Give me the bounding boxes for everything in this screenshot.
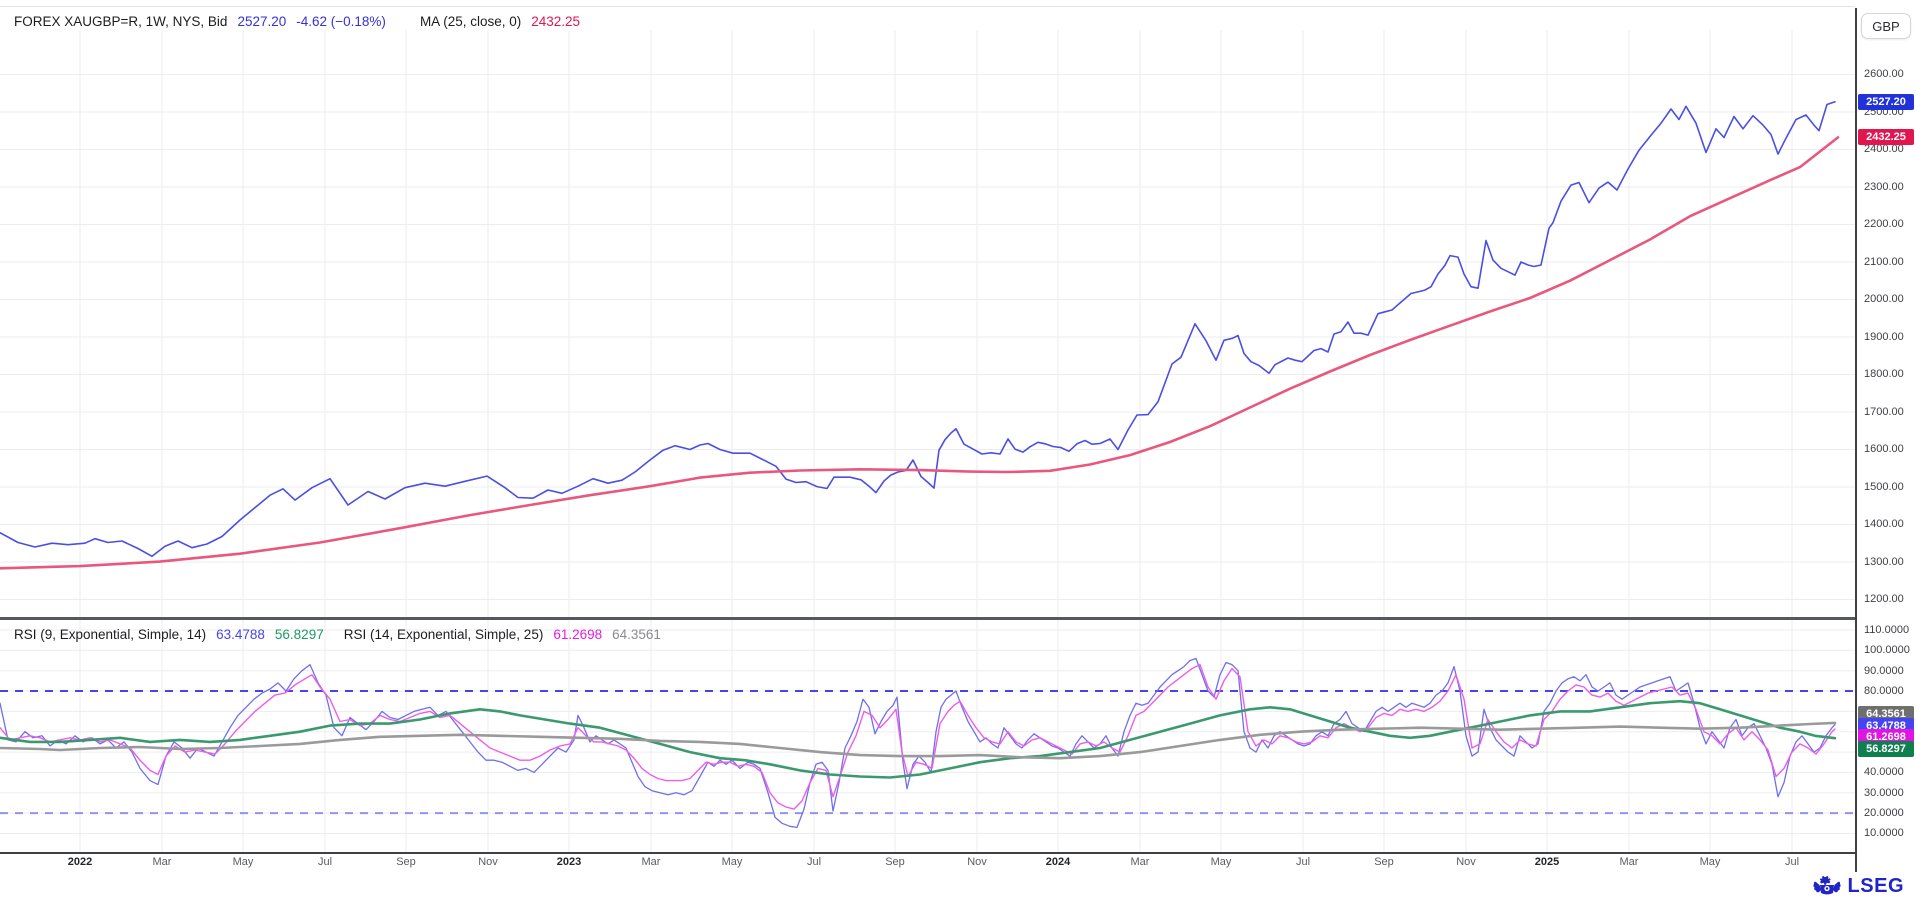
x-axis-label: Jul <box>317 856 333 868</box>
series-rsi9 <box>0 657 1836 829</box>
price-axis-tick-label: 1200.00 <box>1864 593 1904 606</box>
rsi-axis-tick-label: 40.0000 <box>1864 766 1904 779</box>
x-axis-label: Mar <box>1619 856 1639 868</box>
rsi-axis-tick-label: 110.0000 <box>1864 623 1910 636</box>
rsi-axis-tick-label: 90.0000 <box>1864 664 1904 677</box>
rsi-axis-badge: 56.8297 <box>1858 740 1914 757</box>
x-axis-label: Sep <box>1374 856 1394 868</box>
ma-value: 2432.25 <box>531 14 581 29</box>
x-axis-label: Nov <box>967 856 987 868</box>
instrument-label: FOREX XAUGBP=R, 1W, NYS, Bid <box>14 14 228 29</box>
price-axis-tick-label: 2100.00 <box>1864 255 1904 268</box>
price-axis-tick-label: 1900.00 <box>1864 330 1904 343</box>
x-axis-label: 2023 <box>556 856 582 868</box>
x-axis-label: Mar <box>152 856 172 868</box>
x-axis-label: Nov <box>1456 856 1476 868</box>
x-axis-label: Sep <box>885 856 905 868</box>
x-axis-label: Jul <box>806 856 822 868</box>
x-axis-label: Jul <box>1295 856 1311 868</box>
rsi9-avg-value: 56.8297 <box>274 627 324 642</box>
price-axis-tick-label: 1300.00 <box>1864 555 1904 568</box>
lseg-wordmark: LSEG <box>1847 874 1904 897</box>
series-rsi14avg <box>0 721 1837 760</box>
x-axis-label: May <box>721 856 743 868</box>
rsi9-label: RSI (9, Exponential, Simple, 14) <box>14 627 207 642</box>
price-axis-tick-label: 2200.00 <box>1864 218 1904 231</box>
price-legend: FOREX XAUGBP=R, 1W, NYS, Bid 2527.20 -4.… <box>14 14 580 29</box>
price-axis-line <box>1855 8 1857 872</box>
price-change-value: -4.62 (−0.18%) <box>296 14 386 29</box>
x-axis-label: May <box>232 856 254 868</box>
rsi9-value: 63.4788 <box>216 627 265 642</box>
x-axis-label: Nov <box>478 856 498 868</box>
value-axis[interactable]: 2600.00 2500.00 2400.00 2300.00 2200.00 2100.… <box>1857 0 1916 905</box>
x-axis-label: 2022 <box>67 856 93 868</box>
x-axis-label: Jul <box>1784 856 1800 868</box>
price-axis-tick-label: 1400.00 <box>1864 518 1904 531</box>
price-axis-badge: 2432.25 <box>1858 129 1914 146</box>
lseg-logo: LSEG <box>1812 874 1904 898</box>
price-axis-tick-label: 2000.00 <box>1864 293 1904 306</box>
rsi14-value: 61.2698 <box>553 627 603 642</box>
price-axis-tick-label: 2400.00 <box>1864 143 1904 156</box>
x-axis-label: Mar <box>1130 856 1150 868</box>
price-axis-badge: 2527.20 <box>1858 93 1914 110</box>
x-axis-label: May <box>1210 856 1232 868</box>
rsi-axis-tick-label: 10.0000 <box>1864 827 1904 840</box>
rsi-legend: RSI (9, Exponential, Simple, 14) 63.4788… <box>14 627 661 642</box>
currency-button[interactable]: GBP <box>1861 13 1911 39</box>
price-axis-tick-label: 1700.00 <box>1864 405 1904 418</box>
rsi14-label: RSI (14, Exponential, Simple, 25) <box>343 627 544 642</box>
series-ma25 <box>0 136 1840 570</box>
price-axis-tick-label: 2300.00 <box>1864 180 1904 193</box>
rsi-axis-tick-label: 20.0000 <box>1864 807 1904 820</box>
price-axis-tick-label: 1800.00 <box>1864 368 1904 381</box>
last-price-value: 2527.20 <box>237 14 287 29</box>
lseg-crest-icon <box>1812 876 1841 895</box>
series-rsi9avg <box>0 699 1837 779</box>
price-axis-tick-label: 1500.00 <box>1864 480 1904 493</box>
rsi-axis-tick-label: 80.0000 <box>1864 685 1904 698</box>
time-axis-line <box>0 852 1857 854</box>
ma-label: MA (25, close, 0) <box>419 14 522 29</box>
series-bid <box>0 101 1836 558</box>
price-axis-tick-label: 1600.00 <box>1864 443 1904 456</box>
price-axis-tick-label: 2600.00 <box>1864 68 1904 81</box>
x-axis-label: May <box>1699 856 1721 868</box>
x-axis-label: 2025 <box>1534 856 1560 868</box>
top-divider <box>0 6 1855 7</box>
x-axis-label: Mar <box>641 856 661 868</box>
time-axis[interactable]: 2022 Mar May Jul Sep Nov 2023 Mar May Jul Sep Nov 20… <box>0 856 1855 874</box>
panel-separator[interactable] <box>0 617 1857 620</box>
rsi-axis-tick-label: 100.0000 <box>1864 644 1910 657</box>
x-axis-label: Sep <box>396 856 416 868</box>
x-axis-label: 2024 <box>1045 856 1071 868</box>
rsi-axis-tick-label: 30.0000 <box>1864 786 1904 799</box>
rsi14-avg-value: 64.3561 <box>612 627 661 642</box>
